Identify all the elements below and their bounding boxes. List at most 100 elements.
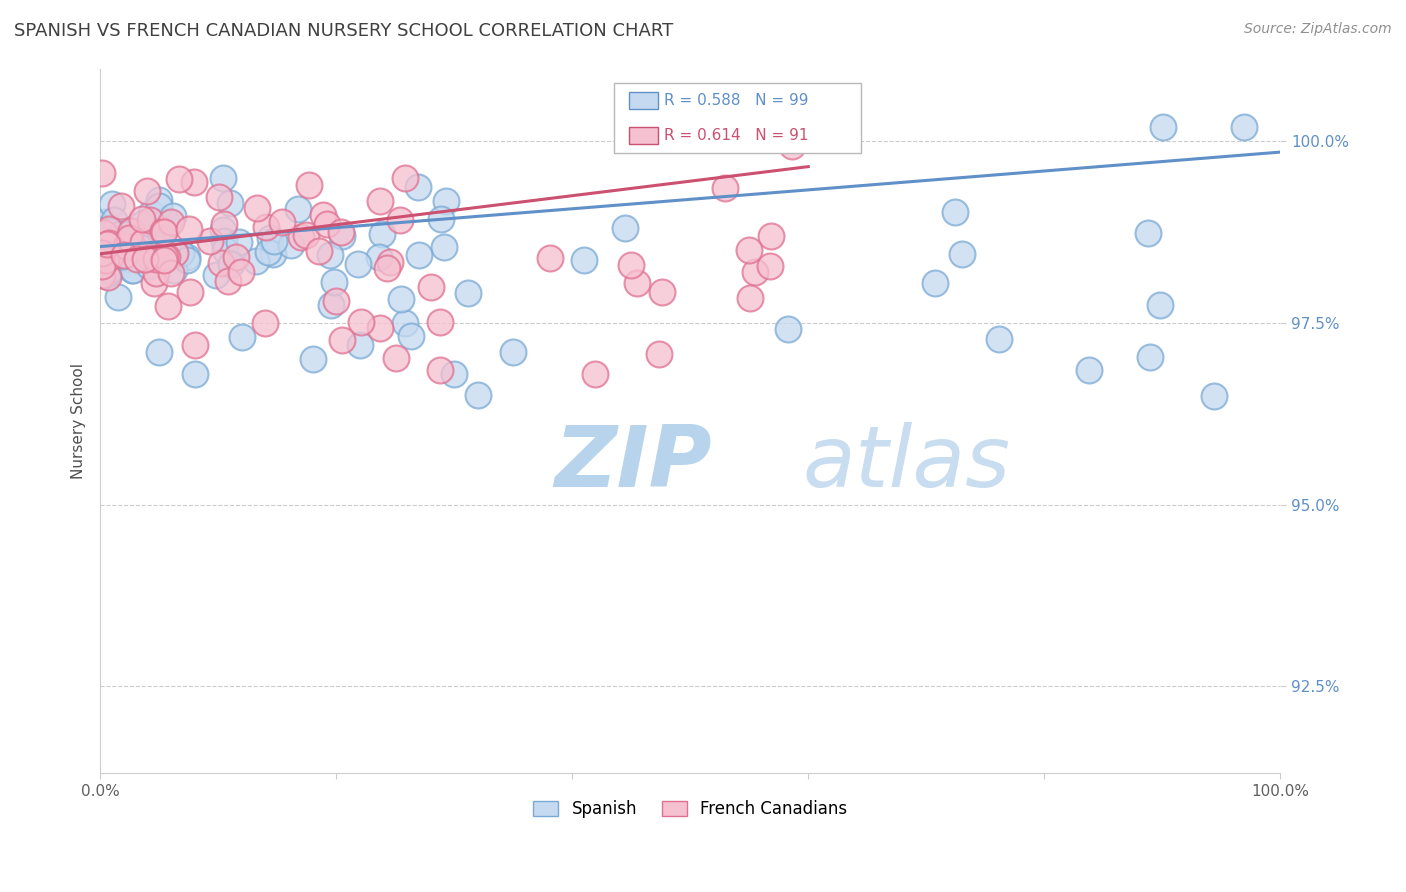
Point bbox=[325, 294, 347, 309]
Point bbox=[950, 247, 973, 261]
Point bbox=[1149, 298, 1171, 312]
Point bbox=[378, 255, 401, 269]
Point bbox=[125, 252, 148, 266]
Point bbox=[124, 231, 146, 245]
Point bbox=[312, 208, 335, 222]
Point bbox=[183, 337, 205, 351]
Point bbox=[131, 218, 153, 232]
Point bbox=[146, 246, 169, 260]
Point bbox=[430, 212, 453, 227]
Point bbox=[280, 238, 302, 252]
Point bbox=[375, 261, 398, 276]
Point bbox=[110, 227, 132, 242]
Point bbox=[347, 256, 370, 270]
Point bbox=[228, 235, 250, 250]
Point bbox=[141, 257, 163, 271]
Point bbox=[153, 250, 176, 264]
Point bbox=[138, 259, 160, 273]
Point bbox=[93, 252, 115, 267]
Point bbox=[91, 166, 114, 180]
Point bbox=[148, 199, 170, 213]
Point bbox=[429, 362, 451, 376]
Point bbox=[120, 224, 142, 238]
Point bbox=[160, 266, 183, 280]
Point bbox=[129, 241, 152, 255]
Point bbox=[434, 194, 457, 208]
Point bbox=[96, 237, 118, 252]
Point bbox=[290, 230, 312, 244]
Point bbox=[183, 175, 205, 189]
Text: R = 0.614   N = 91: R = 0.614 N = 91 bbox=[664, 128, 808, 143]
Point bbox=[738, 243, 761, 257]
Point bbox=[205, 268, 228, 282]
Point bbox=[330, 225, 353, 239]
Point bbox=[131, 231, 153, 245]
Point bbox=[259, 231, 281, 245]
Point bbox=[262, 246, 284, 260]
Point bbox=[93, 247, 115, 261]
Point bbox=[131, 212, 153, 227]
Point bbox=[156, 250, 179, 264]
Point bbox=[218, 195, 240, 210]
Point bbox=[1139, 350, 1161, 364]
Point bbox=[246, 201, 269, 215]
Point bbox=[105, 248, 128, 262]
Point bbox=[97, 246, 120, 260]
Point bbox=[98, 263, 121, 277]
Point bbox=[208, 190, 231, 204]
Point bbox=[98, 250, 121, 264]
Point bbox=[330, 228, 353, 243]
Point bbox=[94, 252, 117, 267]
Point bbox=[987, 332, 1010, 346]
Point bbox=[118, 231, 141, 245]
Point bbox=[394, 170, 416, 185]
Point bbox=[245, 254, 267, 268]
Point bbox=[121, 262, 143, 277]
FancyBboxPatch shape bbox=[613, 83, 862, 153]
Point bbox=[153, 252, 176, 267]
Point bbox=[368, 250, 391, 264]
Point bbox=[758, 259, 780, 273]
Point bbox=[943, 205, 966, 219]
Point bbox=[156, 299, 179, 313]
Point bbox=[169, 171, 191, 186]
Text: ZIP: ZIP bbox=[554, 422, 713, 505]
Point bbox=[572, 252, 595, 267]
Point bbox=[1136, 226, 1159, 240]
Point bbox=[295, 228, 318, 243]
Point bbox=[738, 291, 761, 305]
Point bbox=[141, 206, 163, 220]
Point bbox=[117, 252, 139, 266]
Point bbox=[134, 252, 156, 267]
Point bbox=[170, 246, 193, 260]
Point bbox=[211, 256, 233, 270]
Point bbox=[156, 218, 179, 232]
Point bbox=[212, 234, 235, 248]
Point bbox=[96, 269, 118, 284]
Point bbox=[91, 259, 114, 273]
Point bbox=[429, 315, 451, 329]
Point bbox=[254, 220, 277, 235]
Point bbox=[389, 292, 412, 306]
Point bbox=[780, 138, 803, 153]
Point bbox=[139, 225, 162, 239]
Point bbox=[254, 316, 277, 330]
Point bbox=[538, 251, 561, 265]
Point bbox=[217, 274, 239, 288]
Point bbox=[287, 202, 309, 216]
Point bbox=[94, 215, 117, 229]
Point bbox=[349, 314, 371, 328]
Text: atlas: atlas bbox=[803, 422, 1011, 505]
Point bbox=[112, 248, 135, 262]
Point bbox=[135, 184, 157, 198]
Point bbox=[127, 240, 149, 254]
Point bbox=[211, 223, 233, 237]
Point bbox=[112, 236, 135, 251]
Point bbox=[183, 367, 205, 381]
Point bbox=[179, 285, 201, 299]
Point bbox=[728, 120, 751, 134]
Point bbox=[368, 194, 391, 209]
Point bbox=[759, 228, 782, 243]
Point bbox=[231, 330, 253, 344]
Point bbox=[139, 251, 162, 265]
